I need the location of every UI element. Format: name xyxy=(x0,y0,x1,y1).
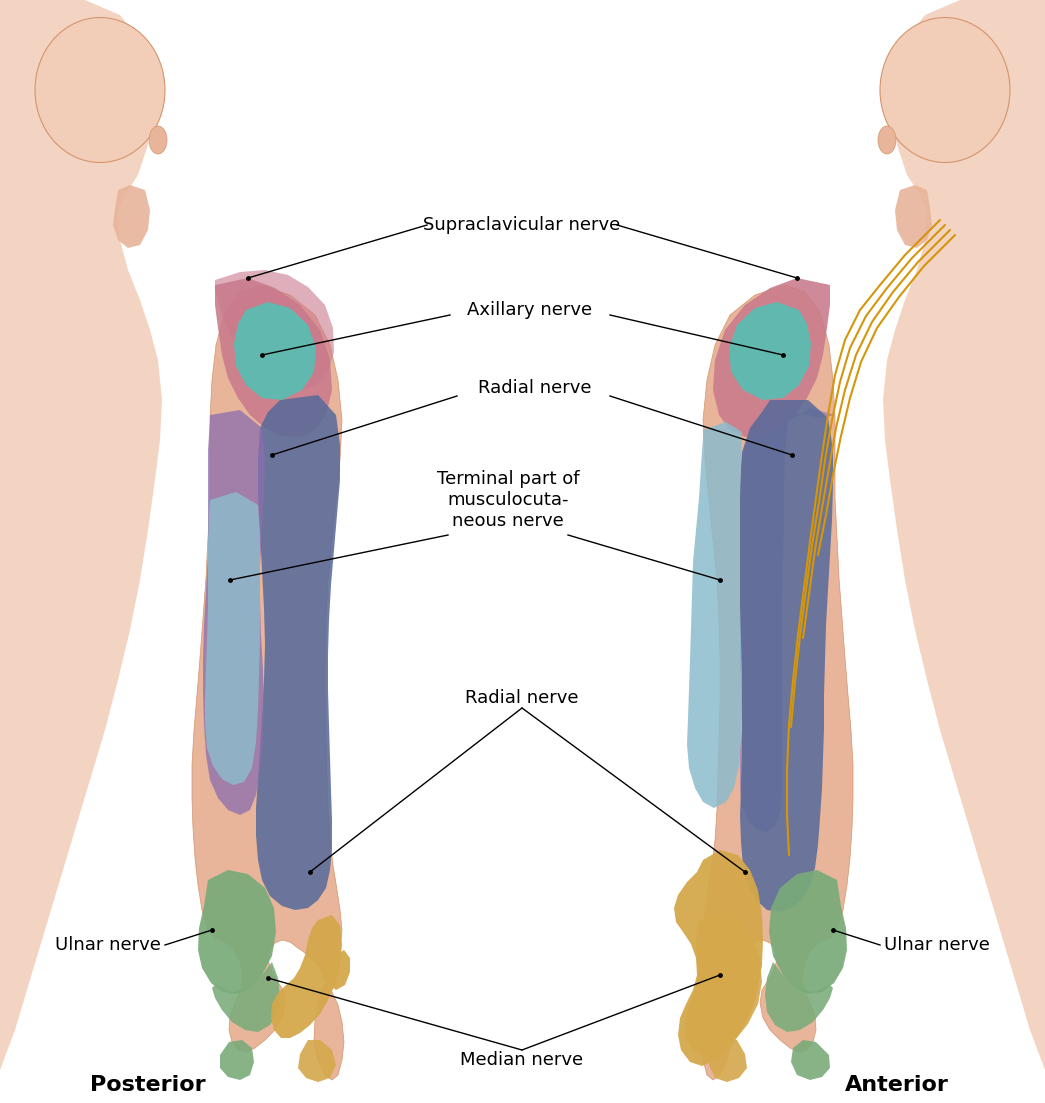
Polygon shape xyxy=(298,1040,336,1082)
Ellipse shape xyxy=(34,18,165,162)
Polygon shape xyxy=(709,1040,747,1082)
Polygon shape xyxy=(713,278,830,437)
Text: Radial nerve: Radial nerve xyxy=(465,689,579,707)
Polygon shape xyxy=(791,1040,830,1080)
Polygon shape xyxy=(203,410,265,815)
Polygon shape xyxy=(740,400,833,912)
Polygon shape xyxy=(234,302,316,400)
Polygon shape xyxy=(895,185,932,248)
Polygon shape xyxy=(113,185,150,248)
Polygon shape xyxy=(687,422,742,808)
Text: Median nerve: Median nerve xyxy=(461,1051,583,1069)
Polygon shape xyxy=(0,0,162,1070)
Text: Posterior: Posterior xyxy=(90,1075,206,1095)
Text: Supraclavicular nerve: Supraclavicular nerve xyxy=(423,216,621,234)
Polygon shape xyxy=(325,950,350,990)
Text: Anterior: Anterior xyxy=(845,1075,949,1095)
Polygon shape xyxy=(729,302,811,400)
Polygon shape xyxy=(215,270,334,390)
Text: Radial nerve: Radial nerve xyxy=(479,379,591,397)
Text: Ulnar nerve: Ulnar nerve xyxy=(55,936,161,954)
Polygon shape xyxy=(192,285,344,1080)
Polygon shape xyxy=(701,285,853,1080)
Polygon shape xyxy=(883,0,1045,1070)
Polygon shape xyxy=(674,850,763,1065)
Polygon shape xyxy=(765,962,833,1032)
Polygon shape xyxy=(769,870,847,994)
Text: Axillary nerve: Axillary nerve xyxy=(467,301,593,319)
Polygon shape xyxy=(212,962,280,1032)
Polygon shape xyxy=(740,408,835,832)
Ellipse shape xyxy=(149,126,167,154)
Ellipse shape xyxy=(878,126,896,154)
Polygon shape xyxy=(220,1040,254,1080)
Polygon shape xyxy=(198,870,276,994)
Polygon shape xyxy=(215,278,332,437)
Ellipse shape xyxy=(880,18,1011,162)
Text: Ulnar nerve: Ulnar nerve xyxy=(884,936,990,954)
Polygon shape xyxy=(686,915,762,1056)
Text: Terminal part of
musculocuta-
neous nerve: Terminal part of musculocuta- neous nerv… xyxy=(437,470,579,529)
Polygon shape xyxy=(271,915,342,1038)
Polygon shape xyxy=(205,492,260,785)
Polygon shape xyxy=(256,395,340,910)
